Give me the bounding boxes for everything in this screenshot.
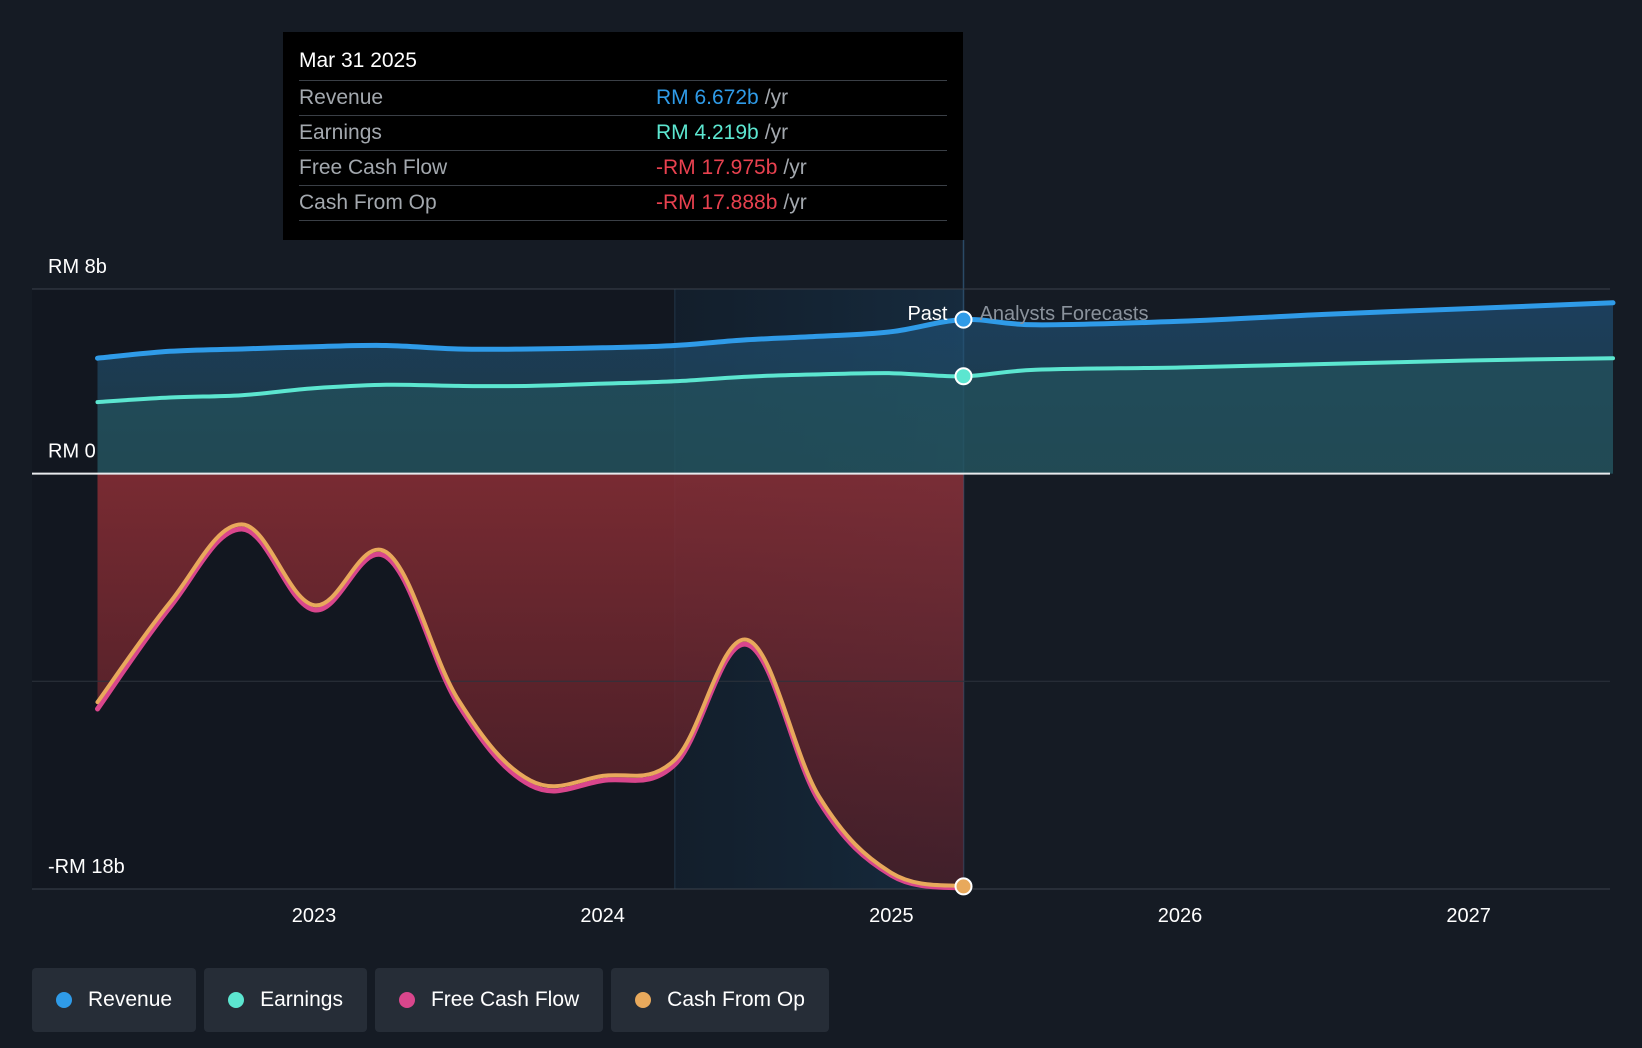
x-tick-label: 2025 (869, 905, 914, 927)
cash-flow-area (97, 473, 964, 887)
x-tick-label: 2023 (292, 905, 337, 927)
tooltip-unit: /yr (764, 121, 789, 144)
tooltip-unit: /yr (783, 191, 807, 214)
forecast-label: Analysts Forecasts (980, 303, 1149, 325)
legend-dot-icon (635, 992, 652, 1008)
tooltip-unit: /yr (764, 86, 789, 109)
tooltip-value: -RM 17.888b (656, 191, 778, 214)
legend-label: Earnings (260, 988, 343, 1011)
legend: Revenue Earnings Free Cash Flow Cash Fro… (32, 968, 829, 1032)
tooltip-value: RM 4.219b (656, 121, 759, 144)
marker-revenue (954, 310, 973, 329)
marker-earnings (954, 367, 973, 386)
series-line-cash-from-op (95, 522, 966, 889)
legend-item-free-cash-flow[interactable]: Free Cash Flow (374, 968, 604, 1032)
marker-cash-from-op (954, 877, 973, 896)
tooltip-row-cash-from-op: Cash From Op -RM 17.888b /yr (299, 186, 947, 221)
x-tick-label: 2026 (1158, 905, 1203, 927)
y-tick-label: RM 0 (48, 441, 96, 463)
legend-dot-icon (228, 992, 245, 1008)
tooltip-row-revenue: Revenue RM 6.672b /yr (299, 81, 947, 116)
tooltip-date: Mar 31 2025 (299, 46, 947, 81)
tooltip-label: Cash From Op (299, 191, 437, 214)
legend-item-earnings[interactable]: Earnings (204, 968, 367, 1032)
series-line-earnings (95, 356, 1615, 405)
tooltip: Mar 31 2025 Revenue RM 6.672b /yr Earnin… (283, 32, 963, 240)
legend-label: Free Cash Flow (430, 988, 580, 1011)
legend-dot-icon (398, 992, 415, 1008)
y-tick-label: RM 8b (48, 256, 107, 278)
legend-item-revenue[interactable]: Revenue (32, 968, 197, 1032)
tooltip-label: Free Cash Flow (299, 156, 448, 179)
legend-label: Revenue (88, 988, 173, 1011)
tooltip-label: Revenue (299, 86, 384, 109)
series-line-revenue (95, 300, 1616, 361)
past-label: Past (907, 303, 947, 325)
x-tick-label: 2024 (580, 905, 625, 927)
legend-label: Cash From Op (667, 988, 805, 1011)
tooltip-row-earnings: Earnings RM 4.219b /yr (299, 116, 947, 151)
tooltip-unit: /yr (783, 156, 807, 179)
tooltip-value: RM 6.672b (656, 86, 759, 109)
tooltip-label: Earnings (299, 121, 382, 144)
legend-item-cash-from-op[interactable]: Cash From Op (611, 968, 829, 1032)
legend-dot-icon (56, 992, 72, 1008)
y-tick-label: -RM 18b (48, 856, 125, 878)
x-tick-label: 2027 (1446, 905, 1491, 927)
tooltip-value: -RM 17.975b (656, 156, 778, 179)
tooltip-row-free-cash-flow: Free Cash Flow -RM 17.975b /yr (299, 151, 947, 186)
